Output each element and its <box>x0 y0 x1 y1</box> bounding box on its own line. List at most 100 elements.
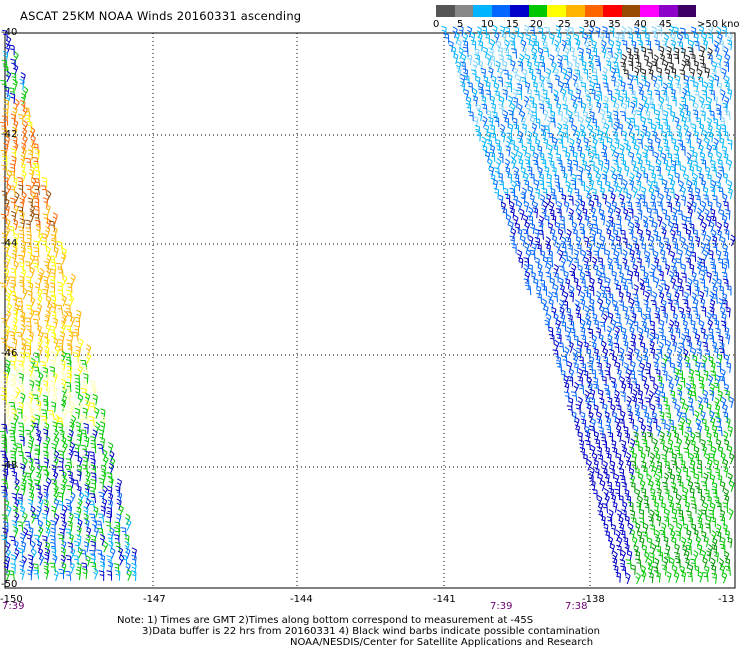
wind-barb <box>50 542 55 552</box>
wind-barb <box>472 88 477 99</box>
wind-barb <box>702 446 707 457</box>
wind-barb <box>606 229 611 240</box>
wind-barb <box>9 332 15 342</box>
wind-barb <box>510 201 515 212</box>
wind-barb <box>642 153 647 163</box>
wind-barb <box>588 125 593 136</box>
wind-barb <box>51 506 56 517</box>
wind-barb <box>670 391 675 401</box>
wind-barb <box>500 124 505 135</box>
wind-barb <box>569 117 574 128</box>
wind-barb <box>524 264 529 275</box>
wind-barb <box>22 479 27 490</box>
scale-swatch <box>678 5 697 17</box>
wind-barb <box>650 104 655 114</box>
wind-barb <box>11 156 16 167</box>
wind-barb <box>714 138 719 149</box>
wind-barb <box>727 159 732 170</box>
wind-barb <box>641 571 646 582</box>
wind-barb <box>694 131 699 142</box>
wind-barb <box>577 208 582 219</box>
wind-barb <box>683 34 688 44</box>
wind-barb <box>661 363 666 374</box>
wind-barb <box>33 214 39 223</box>
wind-barb <box>674 194 679 205</box>
wind-barb <box>682 224 687 234</box>
wind-barb <box>62 471 67 482</box>
wind-barb <box>68 542 73 552</box>
note-line-3: NOAA/NESDIS/Center for Satellite Applica… <box>290 637 593 649</box>
wind-barb <box>691 524 696 534</box>
wind-barb <box>91 541 96 551</box>
wind-barb <box>592 313 597 324</box>
wind-barb <box>601 152 606 162</box>
wind-barb <box>100 534 105 545</box>
latitude-tick-label: -46 <box>1 348 17 359</box>
wind-barb <box>691 96 696 107</box>
wind-barb <box>561 237 566 248</box>
wind-barb <box>586 349 591 360</box>
wind-barb <box>622 446 627 457</box>
wind-barb <box>518 104 523 115</box>
scale-tick-label: 10 <box>481 19 494 30</box>
wind-barb <box>561 88 566 99</box>
wind-barb <box>65 571 71 581</box>
wind-barb <box>562 68 567 79</box>
wind-barb <box>604 488 609 499</box>
wind-barb <box>636 573 641 584</box>
wind-barb <box>539 104 544 114</box>
wind-barb <box>717 160 722 170</box>
wind-barb <box>508 110 513 120</box>
wind-barb <box>708 83 713 94</box>
wind-barb <box>91 387 96 398</box>
wind-barb <box>556 154 561 164</box>
wind-barb <box>550 55 555 66</box>
wind-barb <box>553 137 558 148</box>
wind-barb <box>503 110 508 121</box>
wind-barb <box>66 485 72 495</box>
wind-barb <box>638 446 643 456</box>
wind-barb <box>670 251 675 262</box>
wind-barb <box>517 250 522 261</box>
wind-barb <box>565 47 570 58</box>
wind-barb <box>591 131 596 142</box>
wind-barb <box>592 230 597 241</box>
wind-barb <box>89 452 94 462</box>
wind-barb <box>634 216 639 227</box>
wind-barb <box>9 381 14 391</box>
wind-barb <box>684 432 689 443</box>
wind-barb <box>670 558 675 569</box>
wind-barb <box>605 371 611 381</box>
wind-barb <box>603 314 608 325</box>
wind-barb <box>51 240 56 251</box>
wind-barb <box>673 54 678 64</box>
wind-barb <box>701 201 706 212</box>
scale-swatch <box>622 5 641 17</box>
wind-barb <box>660 54 665 65</box>
scale-tick-label: 0 <box>433 19 439 30</box>
wind-barb <box>533 160 538 170</box>
wind-barb <box>638 496 643 507</box>
wind-barb <box>685 258 690 268</box>
wind-barb <box>86 479 91 490</box>
wind-barb <box>654 277 659 288</box>
wind-barb <box>125 541 130 552</box>
wind-barb <box>93 568 98 579</box>
wind-barb <box>708 152 713 163</box>
longitude-tick-label: -141 <box>433 594 456 605</box>
wind-barb <box>500 26 505 37</box>
wind-barb <box>701 419 706 429</box>
wind-barb <box>556 242 561 253</box>
wind-barb <box>606 425 611 435</box>
wind-barb <box>580 200 585 211</box>
wind-barb <box>634 468 639 478</box>
scale-swatch <box>659 5 678 17</box>
wind-barb <box>476 131 481 141</box>
wind-barb <box>18 234 23 244</box>
wind-barb <box>664 461 669 471</box>
wind-barb <box>526 104 531 115</box>
wind-barb <box>499 55 504 65</box>
wind-barb <box>590 445 595 456</box>
wind-barb <box>21 73 26 84</box>
wind-barb <box>632 397 637 408</box>
